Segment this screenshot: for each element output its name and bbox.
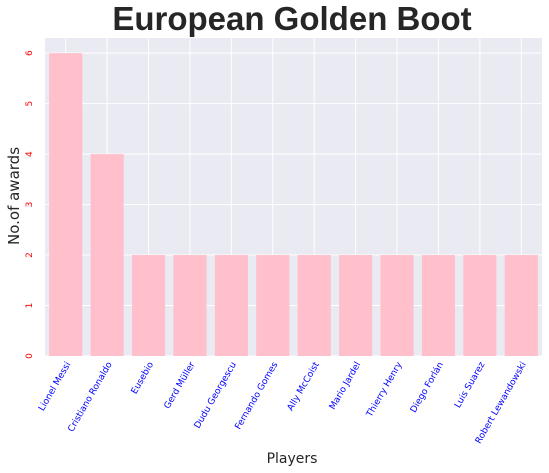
bar [214,255,248,356]
bar [339,255,373,356]
x-tick-label: Thierry Henry [365,360,405,420]
y-tick-label: 1 [25,303,35,309]
x-axis-label: Players [267,451,318,467]
bar [421,255,456,356]
y-tick-label: 4 [25,151,35,157]
bar [49,53,83,357]
bar [256,255,290,356]
bar [173,255,207,356]
bar [131,255,166,356]
bars [49,53,538,357]
y-tick-label: 3 [25,202,35,208]
x-tick-label: Diego Forlán [409,361,446,415]
x-tick-label: Fernando Gomes [234,360,281,431]
x-tick-label: Luis Suarez [453,360,487,410]
x-tick-label: Ally McCoist [286,360,322,413]
y-tick-label: 6 [25,50,35,56]
y-tick-labels: 0 1 2 3 4 5 6 [25,50,35,359]
chart-title: European Golden Boot [112,0,471,37]
x-tick-label: Cristiano Ronaldo [67,360,115,434]
bar [90,154,124,356]
y-tick-label: 5 [25,101,35,107]
bar [297,255,331,356]
x-tick-label: Dudu Georgescu [193,361,239,431]
y-tick-label: 2 [25,252,35,258]
plot-area [45,38,542,356]
y-tick-label: 0 [25,353,35,359]
bar [463,255,497,356]
x-tick-label: Gerd Müller [163,360,198,411]
x-tick-label: Mario Jardel [328,361,363,412]
y-axis-label: No.of awards [5,147,23,245]
bar [504,255,538,356]
x-tick-label: Lionel Messi [37,361,73,413]
x-tick-label: Eusebio [130,360,157,396]
bar [380,255,414,356]
